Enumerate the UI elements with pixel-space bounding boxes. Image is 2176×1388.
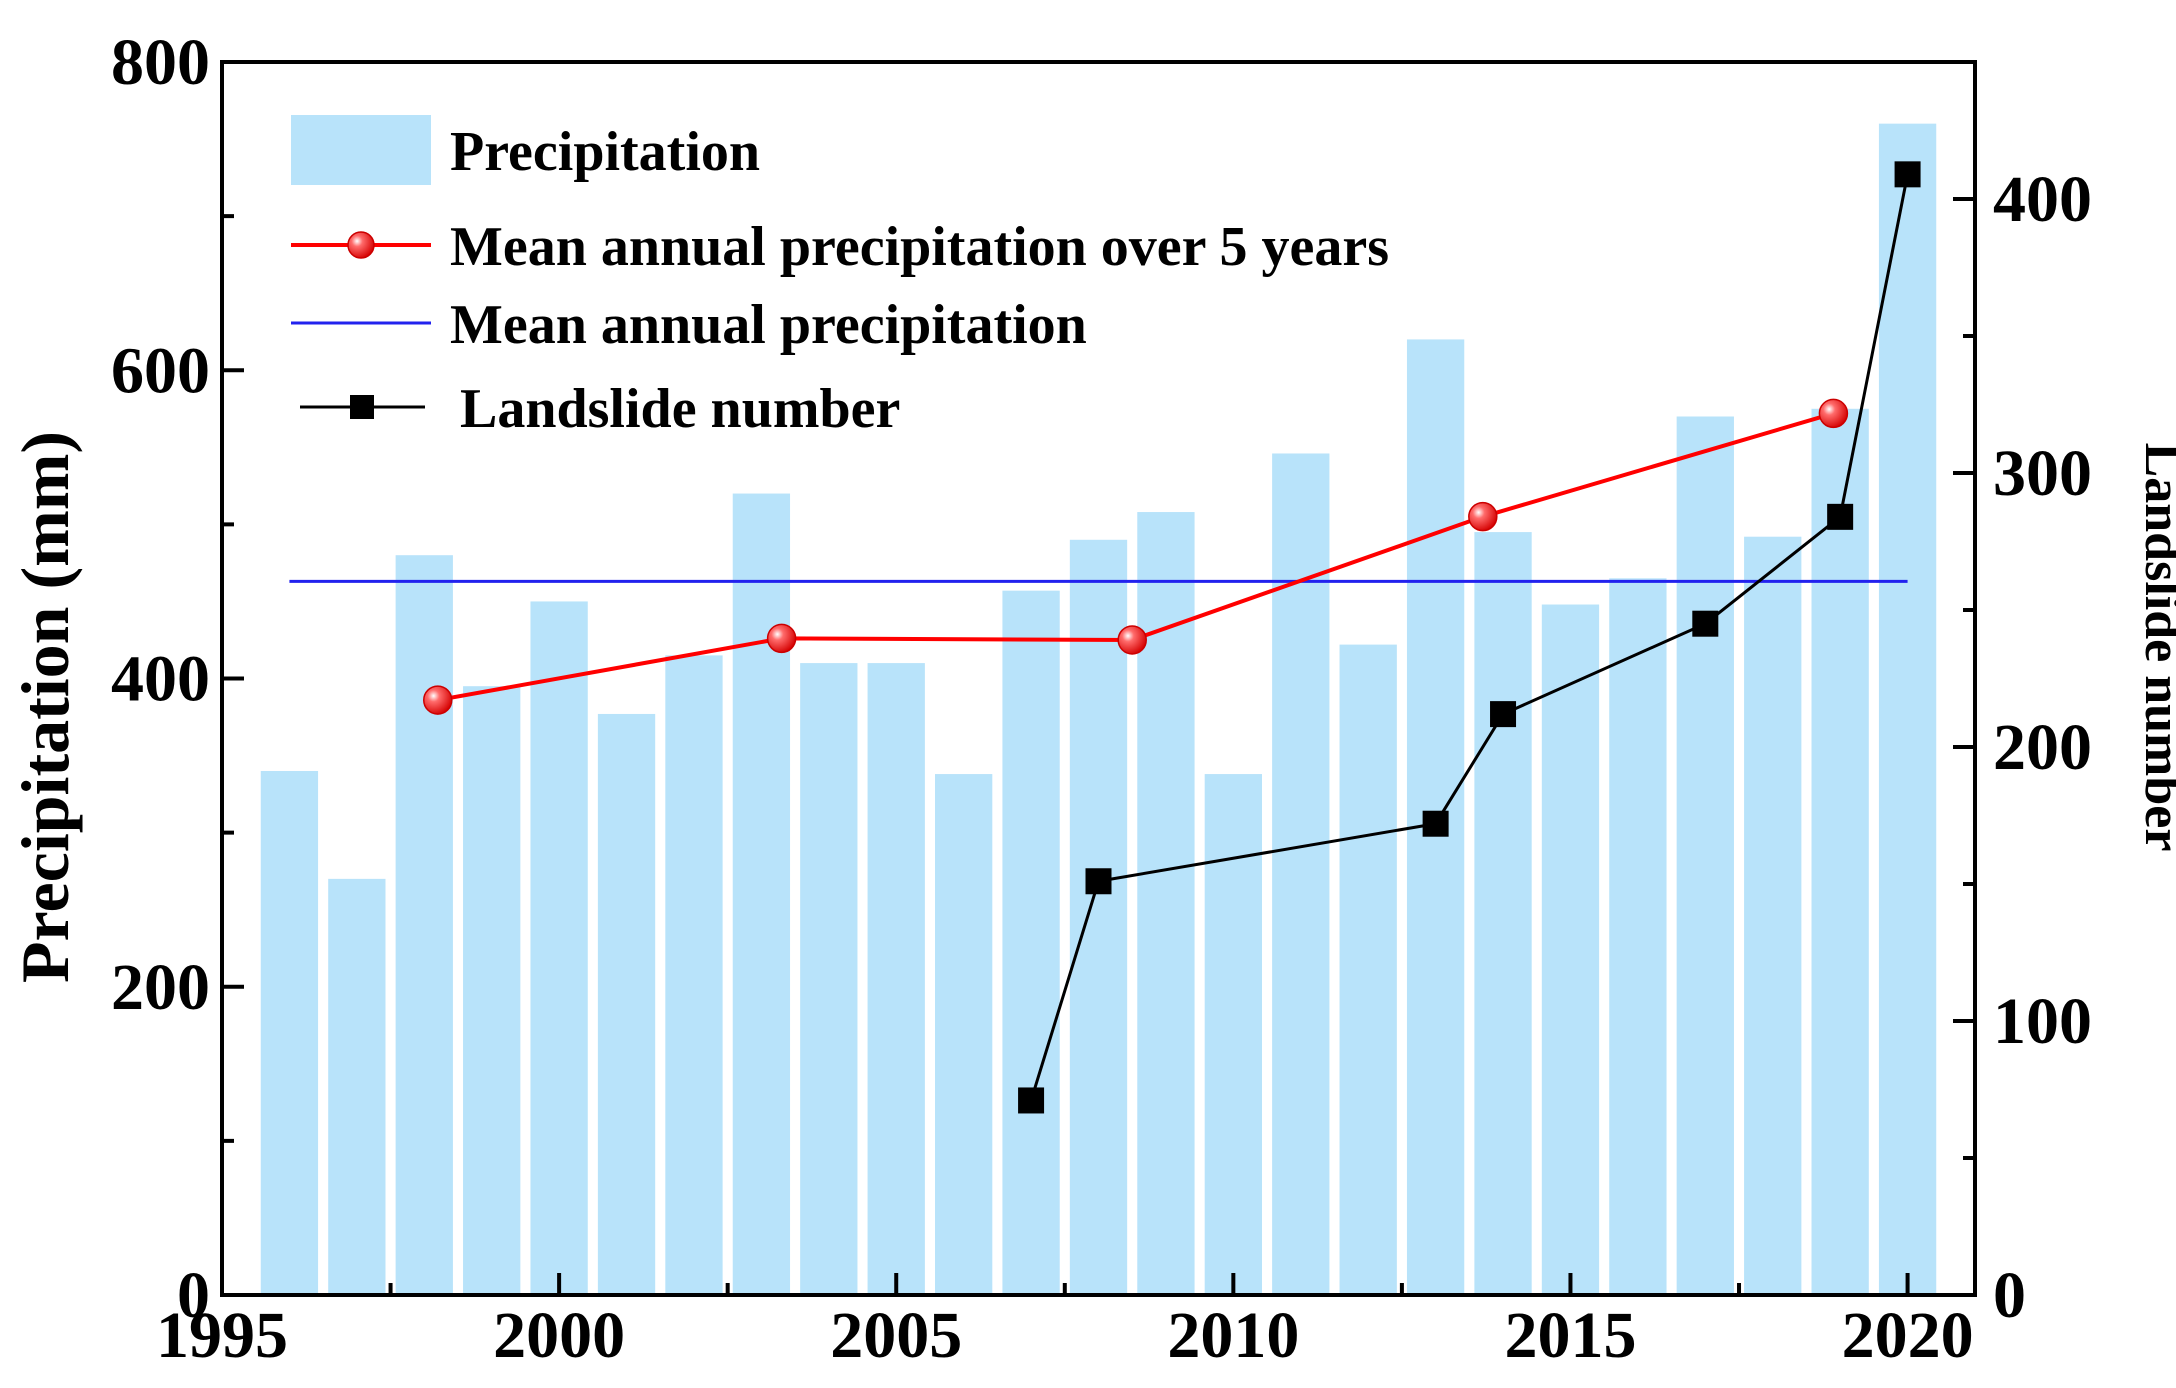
legend-label-mean: Mean annual precipitation [450, 294, 1087, 356]
precipitation-bar-2020 [1878, 123, 1937, 1295]
x-tick-label: 2005 [830, 1299, 962, 1372]
landslide-number-point [1490, 701, 1517, 728]
landslide-number-point [1018, 1087, 1045, 1114]
x-tick-label: 2015 [1504, 1299, 1636, 1372]
legend-swatch-precipitation [291, 115, 431, 185]
precipitation-bar-2018 [1744, 536, 1802, 1295]
y2-tick-label: 300 [1993, 437, 2092, 510]
precipitation-bar-2011 [1272, 453, 1330, 1295]
five-year-mean-point [1818, 398, 1849, 429]
y-tick-label: 400 [111, 643, 210, 716]
tick-labels: 0 200 400 600 800 0 100 200 300 400 1995 2000 2005 20… [111, 26, 2092, 1372]
precipitation-bar-2004 [800, 663, 858, 1295]
precipitation-bar-2014 [1474, 532, 1532, 1295]
precipitation-bar-2015 [1541, 604, 1600, 1295]
precipitation-bar-2009 [1137, 512, 1195, 1295]
five-year-mean-series [423, 398, 1849, 715]
axes [220, 60, 1977, 1297]
landslide-number-point [1085, 868, 1112, 895]
precipitation-bar-2010 [1204, 774, 1263, 1295]
precipitation-bar-2016 [1609, 578, 1667, 1295]
y2-axis-title: Landslide number [2134, 443, 2176, 852]
legend: Precipitation Mean annual precipitation … [291, 115, 1389, 440]
precipitation-bar-2003 [732, 493, 791, 1295]
precipitation-bar-1998 [395, 555, 453, 1295]
precipitation-bar-2008 [1069, 539, 1128, 1295]
precipitation-bar-2017 [1676, 416, 1734, 1295]
y2-tick-label: 100 [1993, 985, 2092, 1058]
landslide-number-series [1018, 161, 1921, 1114]
precipitation-bar-2001 [597, 713, 656, 1295]
y-axis-title: Precipitation (mm) [7, 431, 83, 983]
y-tick-label: 0 [177, 1259, 210, 1332]
landslide-number-point [1894, 161, 1921, 188]
precipitation-bar-2007 [1002, 590, 1060, 1295]
y2-tick-label: 0 [1993, 1259, 2026, 1332]
precipitation-bar-2006 [934, 774, 993, 1295]
five-year-mean-point [423, 685, 453, 715]
legend-marker-landslide [350, 395, 374, 419]
precipitation-bars [260, 123, 1937, 1295]
x-tick-label: 2000 [493, 1299, 625, 1372]
x-tick-label: 2010 [1167, 1299, 1299, 1372]
precipitation-bar-2000 [530, 601, 588, 1295]
landslide-number-point [1422, 810, 1449, 837]
precipitation-bar-2002 [665, 655, 723, 1295]
y2-tick-label: 400 [1993, 163, 2092, 236]
legend-marker-five-year [347, 231, 375, 259]
precipitation-bar-1999 [463, 686, 521, 1295]
y-tick-label: 200 [111, 951, 210, 1024]
five-year-mean-point [1117, 625, 1147, 655]
y-tick-label: 600 [111, 334, 210, 407]
y2-tick-label: 200 [1993, 711, 2092, 784]
five-year-mean-point [766, 623, 797, 654]
precipitation-bar-1997 [328, 878, 386, 1295]
five-year-mean-point [1468, 501, 1498, 532]
precipitation-bar-2019 [1811, 408, 1869, 1295]
precipitation-bar-2005 [867, 663, 925, 1295]
x-tick-label: 2020 [1842, 1299, 1974, 1372]
legend-label-five-year: Mean annual precipitation over 5 years [450, 216, 1389, 278]
legend-label-landslide: Landslide number [460, 378, 900, 440]
landslide-number-point [1692, 610, 1719, 637]
x-tick-label: 1995 [156, 1299, 288, 1372]
precipitation-bar-1996 [260, 770, 319, 1295]
y-tick-label: 800 [111, 26, 210, 99]
landslide-number-point [1827, 503, 1854, 530]
precipitation-bar-2012 [1339, 644, 1397, 1295]
legend-label-precipitation: Precipitation [450, 121, 760, 183]
